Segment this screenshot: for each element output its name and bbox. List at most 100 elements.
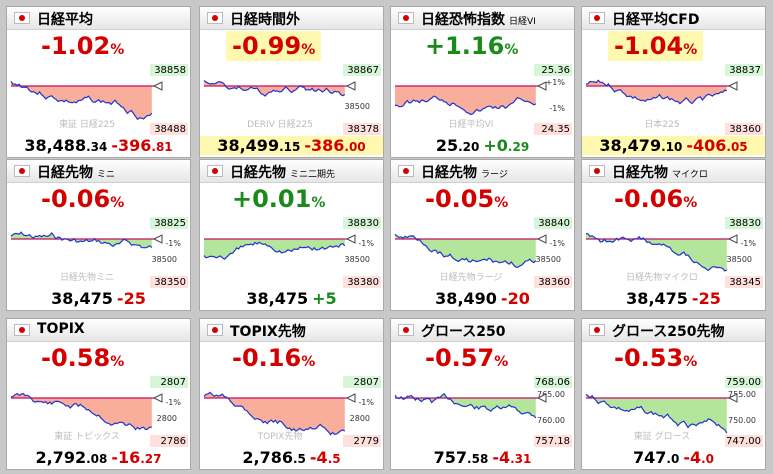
high-label-bg (150, 376, 188, 388)
panel-title-text: 日経先物 (612, 165, 668, 181)
high-label-bg (343, 376, 381, 388)
high-label-bg (725, 376, 763, 388)
high-label: 38858 (154, 65, 186, 76)
low-label: 38350 (154, 277, 186, 288)
panel-title[interactable]: TOPIX先物 (230, 321, 306, 341)
chart-area (204, 80, 345, 97)
high-label: 25.36 (541, 65, 570, 76)
price-change-main: -4 (309, 448, 328, 467)
panel-title-text: TOPIX先物 (230, 324, 306, 340)
panel-subtitle: ミニ (97, 170, 116, 180)
market-panel[interactable]: 日経先物 ラージ -0.05% 日経先物ラージ 38840 38360 38500 -1% 38… (390, 159, 575, 311)
intraday-chart[interactable]: 日経平均VI 25.36 24.35 +1% -1% (391, 63, 574, 137)
low-label: 38360 (538, 277, 570, 288)
market-panel[interactable]: 日経先物 ミニ二期先 +0.01% 38830 38380 38500 -1% 38,475 +… (199, 159, 384, 311)
high-label-bg (534, 217, 572, 229)
price-line (394, 233, 537, 269)
panel-title[interactable]: 日経先物 マイクロ (612, 162, 708, 182)
intraday-chart[interactable]: 日経先物ミニ 38825 38350 38500 -1% (7, 216, 190, 290)
current-price-decimal: .20 (458, 140, 480, 154)
intraday-chart[interactable]: 768.06 757.18 765.00 760.00 (391, 375, 574, 449)
chart-watermark: DERIV 日経225 (247, 118, 313, 130)
intraday-chart[interactable]: 日本225 38837 38360 (582, 63, 765, 137)
panel-title-text: 日経先物 (37, 165, 93, 181)
current-price-main: 38,488 (24, 136, 87, 155)
low-label: 24.35 (541, 124, 570, 135)
price-readout: 25.20 +0.29 (391, 136, 574, 155)
current-price-main: 757 (433, 448, 468, 467)
mid-label: 38500 (727, 255, 752, 264)
chart-watermark: 日経先物ラージ (440, 271, 503, 283)
panel-title[interactable]: 日経時間外 (230, 9, 300, 29)
intraday-chart[interactable]: 東証 グロース 759.00 747.00 755.00 750.00 (582, 375, 765, 449)
high-label-bg (150, 64, 188, 76)
price-readout: 38,490 -20 (391, 289, 574, 308)
current-price-marker-icon (345, 81, 356, 91)
current-price: 38,475 (626, 289, 688, 308)
intraday-chart[interactable]: DERIV 日経225 38867 38378 38500 (200, 63, 383, 137)
high-label: 38837 (729, 65, 761, 76)
axis-tick-label: -1% (165, 398, 181, 407)
high-label: 38830 (347, 218, 379, 229)
panel-title-text: TOPIX (37, 321, 85, 337)
high-label: 38825 (154, 218, 186, 229)
intraday-chart[interactable]: 日経先物ラージ 38840 38360 38500 -1% (391, 216, 574, 290)
panel-title[interactable]: TOPIX (37, 321, 85, 337)
market-panel[interactable]: 日経平均 -1.02% 東証 日経225 38858 38488 38,488.34 -39… (6, 6, 191, 158)
panel-title[interactable]: 日経先物 ラージ (421, 162, 508, 182)
price-line (10, 231, 153, 249)
panel-title[interactable]: 日経先物 ミニ二期先 (230, 162, 335, 182)
price-change: -25 (117, 289, 146, 308)
panel-title-text: 日経平均 (37, 12, 93, 28)
panel-title[interactable]: グロース250 (421, 321, 506, 341)
price-change-main: +5 (312, 289, 337, 308)
market-panel[interactable]: TOPIX -0.58% 東証 トピックス 2807 2786 2800 -1% 2,792.… (6, 318, 191, 470)
axis-tick-label: 760.00 (537, 416, 565, 425)
panel-title[interactable]: 日経平均CFD (612, 9, 699, 29)
market-panel[interactable]: TOPIX先物 -0.16% TOPIX先物 2807 2779 2800 -1% 2,786… (199, 318, 384, 470)
intraday-chart[interactable]: 東証 日経225 38858 38488 (7, 63, 190, 137)
price-line (10, 80, 153, 121)
current-price-decimal: .0 (666, 452, 680, 466)
axis-tick-label: -1% (549, 239, 565, 248)
price-line (203, 79, 346, 97)
panel-title[interactable]: 日経平均 (37, 9, 93, 29)
change-percent: -1.04% (608, 31, 704, 61)
market-panel[interactable]: 日経先物 マイクロ -0.06% 日経先物マイクロ 38830 38345 38500 -1%… (581, 159, 766, 311)
percent-unit: % (504, 42, 519, 58)
percent-unit: % (311, 195, 326, 211)
price-readout: 757.58 -4.31 (391, 448, 574, 467)
panel-title-text: 日経先物 (421, 165, 477, 181)
panel-titlebar: 日経先物 ミニ二期先 (200, 160, 383, 183)
mid-label: 38500 (152, 255, 177, 264)
japan-flag-icon (207, 165, 223, 177)
intraday-chart[interactable]: 東証 トピックス 2807 2786 2800 -1% (7, 375, 190, 449)
current-price: 2,792.08 (35, 448, 107, 467)
market-panel[interactable]: 日経先物 ミニ -0.06% 日経先物ミニ 38825 38350 38500 -1% 38,4… (6, 159, 191, 311)
price-change-main: -20 (500, 289, 530, 308)
price-change-main: -386 (304, 136, 345, 155)
high-label: 38840 (538, 218, 570, 229)
market-panel[interactable]: 日経時間外 -0.99% DERIV 日経225 38867 38378 38500 38,… (199, 6, 384, 158)
market-panel[interactable]: 日経恐怖指数 日経VI +1.16% 日経平均VI 25.36 24.35 +1% -1% 25… (390, 6, 575, 158)
high-label-bg (725, 64, 763, 76)
chart-area (11, 232, 152, 248)
price-readout: 2,786.5 -4.5 (200, 448, 383, 467)
market-panel[interactable]: グロース250 -0.57% 768.06 757.18 765.00 760.00 757… (390, 318, 575, 470)
high-label: 2807 (161, 377, 186, 388)
market-panel[interactable]: グロース250先物 -0.53% 東証 グロース 759.00 747.00 755.00… (581, 318, 766, 470)
intraday-chart[interactable]: TOPIX先物 2807 2779 2800 -1% (200, 375, 383, 449)
panel-title[interactable]: 日経恐怖指数 日経VI (421, 9, 536, 29)
market-panel[interactable]: 日経平均CFD -1.04% 日本225 38837 38360 38,479.10 -40… (581, 6, 766, 158)
current-price: 38,479.10 (599, 136, 682, 155)
current-price-marker-icon (152, 234, 163, 244)
current-price-main: 2,786 (242, 448, 293, 467)
intraday-chart[interactable]: 日経先物マイクロ 38830 38345 38500 -1% (582, 216, 765, 290)
panel-title[interactable]: グロース250先物 (612, 321, 725, 341)
intraday-chart[interactable]: 38830 38380 38500 -1% (200, 216, 383, 290)
low-label-bg (343, 123, 381, 135)
japan-flag-icon (14, 324, 30, 336)
current-price-decimal: .08 (86, 452, 108, 466)
change-percent: +1.16% (419, 31, 524, 61)
panel-title[interactable]: 日経先物 ミニ (37, 162, 115, 182)
